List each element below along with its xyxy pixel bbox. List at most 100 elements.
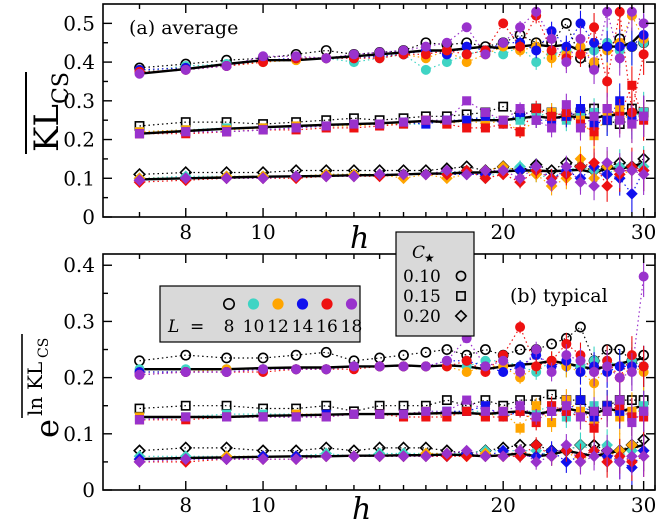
average-series-line-C0.20-L16 xyxy=(139,162,644,187)
panel-typical-axes: 0 0.1 0.2 0.3 0.4 8 10 20 30 xyxy=(63,253,656,517)
legend-system-size-box xyxy=(159,285,361,343)
panel-average-label: (a) average xyxy=(129,17,238,39)
panel-average-axes: 0 0.1 0.2 0.3 0.4 0.5 8 10 20 30 xyxy=(63,4,656,244)
average-point-C0.20-L14-22 xyxy=(626,187,638,200)
average-point-C0.20-L18-9 xyxy=(420,168,432,181)
average-point-C0.20-L18-3 xyxy=(257,172,269,185)
average-point-C0.10-L10-9 xyxy=(420,64,431,75)
average-point-C0.15-L18-10 xyxy=(442,115,452,125)
average-point-C0.10-L16-13 xyxy=(498,18,509,29)
legend-marker-C0.10 xyxy=(455,270,467,282)
panel-typical-ylabel-cs: CS xyxy=(36,338,52,358)
typical-point-C0.15-L8-10 xyxy=(441,395,452,406)
typical-point-C0.10-L18-19 xyxy=(589,366,600,377)
average-point-C0.20-L18-15 xyxy=(530,160,543,173)
average-point-C0.15-L18-9 xyxy=(421,115,431,125)
legend-label-L12: 12 xyxy=(267,317,289,337)
typical-point-C0.15-L8-0 xyxy=(134,403,145,414)
average-point-C0.10-L18-6 xyxy=(348,49,359,60)
average-point-C0.20-L18-16 xyxy=(545,176,558,189)
average-point-C0.10-L18-18 xyxy=(575,33,586,44)
typical-point-C0.15-L18-8 xyxy=(398,409,409,419)
typical-point-C0.20-L18-20 xyxy=(601,444,613,457)
typical-point-C0.20-L18-22 xyxy=(626,450,638,463)
average-point-C0.15-L16-14 xyxy=(515,127,525,137)
typical-ytick-label-1: 0.1 xyxy=(63,422,95,446)
average-point-C0.10-L18-17 xyxy=(561,57,572,68)
typical-xtick-label-1: 10 xyxy=(250,493,275,517)
panel-average: 0 0.1 0.2 0.3 0.4 0.5 8 10 20 30 (a) average KL C… xyxy=(25,3,656,256)
legend-system-size-markers xyxy=(223,297,358,310)
typical-xtick-label-3: 30 xyxy=(631,493,656,517)
typical-series-line-C0.20-L18 xyxy=(139,444,644,463)
legend-label-L10: 10 xyxy=(243,317,265,337)
typical-point-C0.10-L8-10 xyxy=(441,344,453,355)
average-point-C0.15-L18-5 xyxy=(321,121,331,131)
legend-marker-L14 xyxy=(296,298,309,310)
average-point-C0.15-L18-21 xyxy=(615,115,625,125)
average-point-C0.15-L18-12 xyxy=(480,107,490,117)
average-point-C0.15-L18-13 xyxy=(498,115,508,125)
legend-cutoff-title: C xyxy=(412,243,425,263)
panel-typical-ylabel-base: e xyxy=(28,419,66,438)
typical-point-C0.10-L18-13 xyxy=(498,355,509,366)
panel-average-ylabel-sub: CS xyxy=(49,72,74,104)
average-series-line-C0.15-L14 xyxy=(139,99,644,135)
average-point-C0.15-L18-1 xyxy=(181,127,191,137)
typical-point-C0.10-L18-7 xyxy=(374,361,385,372)
average-point-C0.10-L18-3 xyxy=(258,51,269,62)
typical-point-C0.10-L18-9 xyxy=(420,361,431,372)
typical-ytick-label-2: 0.2 xyxy=(63,366,95,390)
typical-point-C0.15-L14-18 xyxy=(575,395,586,405)
typical-point-C0.15-L16-11 xyxy=(462,406,472,416)
average-point-C0.10-L18-2 xyxy=(221,60,232,71)
typical-point-C0.10-L18-3 xyxy=(258,364,269,375)
average-point-C0.10-L18-8 xyxy=(398,45,409,56)
average-point-C0.10-L14-15 xyxy=(531,45,542,56)
typical-point-C0.15-L18-3 xyxy=(258,412,268,422)
typical-point-C0.15-L18-18 xyxy=(575,412,586,422)
average-point-C0.20-L16-20 xyxy=(601,180,613,192)
average-point-C0.10-L18-14 xyxy=(515,22,526,33)
legend-marker-L12 xyxy=(272,298,284,310)
legend-label-L14: 14 xyxy=(292,317,314,337)
average-ytick-label-3: 0.3 xyxy=(63,89,95,113)
typical-point-C0.10-L8-9 xyxy=(420,346,432,358)
typical-point-C0.10-L18-21 xyxy=(614,372,625,383)
average-point-C0.15-L18-20 xyxy=(602,104,612,114)
typical-point-C0.20-L18-11 xyxy=(460,444,473,457)
average-point-C0.20-L18-20 xyxy=(601,156,613,169)
average-point-C0.20-L18-2 xyxy=(220,172,233,185)
typical-point-C0.20-L18-7 xyxy=(373,450,386,463)
average-point-C0.15-L18-16 xyxy=(547,123,557,133)
average-point-C0.10-L18-12 xyxy=(480,49,491,60)
typical-point-C0.10-L8-3 xyxy=(257,352,269,364)
average-point-C0.15-L18-6 xyxy=(349,119,359,129)
legend-cutoff: C ★ 0.100.150.20 xyxy=(395,231,475,337)
typical-point-C0.10-L8-16 xyxy=(546,338,557,350)
legend-system-size-values: 8 10 12 14 16 18 xyxy=(224,317,363,337)
panel-typical-ylabel-kl: KL xyxy=(23,362,47,390)
typical-point-C0.15-L18-4 xyxy=(291,412,301,422)
average-point-C0.20-L18-14 xyxy=(514,172,526,185)
typical-point-C0.15-L18-7 xyxy=(375,409,385,419)
panel-typical-xlabel: h xyxy=(352,492,371,524)
average-series-line-C0.10-L18 xyxy=(139,10,645,75)
typical-point-C0.20-L18-4 xyxy=(290,453,302,465)
average-series-line-C0.15-L16 xyxy=(139,83,645,135)
average-point-C0.15-L18-0 xyxy=(134,129,145,139)
average-point-C0.20-L18-22 xyxy=(626,164,638,177)
typical-point-C0.15-L18-23 xyxy=(639,406,649,416)
average-point-C0.15-L16-15 xyxy=(531,104,541,114)
typical-series-line-C0.20-L8 xyxy=(139,438,644,455)
typical-point-C0.15-L18-16 xyxy=(547,406,557,416)
average-point-C0.20-L18-19 xyxy=(588,180,600,192)
average-point-C0.20-L18-6 xyxy=(348,170,360,183)
average-point-C0.10-L14-22 xyxy=(626,41,637,52)
average-point-C0.15-L18-4 xyxy=(291,123,301,133)
typical-point-C0.15-L18-20 xyxy=(602,406,612,416)
average-point-C0.15-L18-14 xyxy=(515,104,525,114)
legend-cutoff-title-sub: ★ xyxy=(424,251,435,265)
typical-point-C0.10-L18-5 xyxy=(321,364,332,375)
typical-point-C0.10-L18-10 xyxy=(441,355,452,366)
